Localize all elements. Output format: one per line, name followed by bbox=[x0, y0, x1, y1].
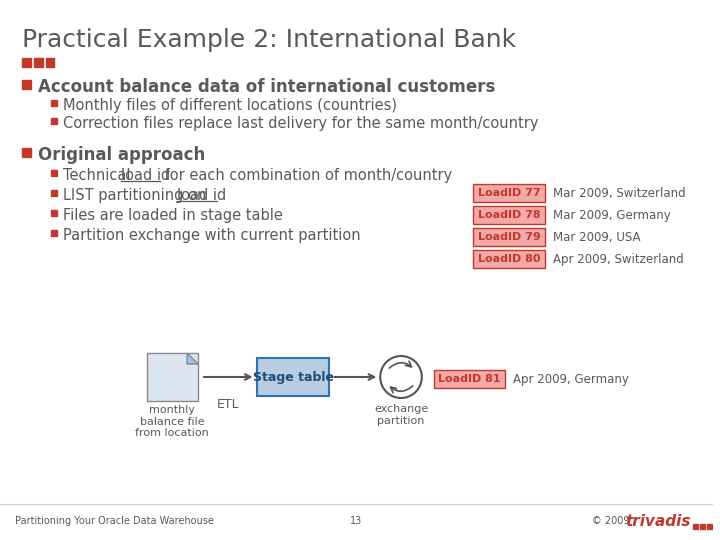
Text: © 2009: © 2009 bbox=[592, 516, 629, 526]
Bar bbox=[52, 190, 58, 196]
Text: Account balance data of international customers: Account balance data of international cu… bbox=[37, 78, 495, 96]
Bar bbox=[52, 100, 58, 106]
FancyBboxPatch shape bbox=[473, 206, 544, 224]
Text: Technical: Technical bbox=[63, 168, 135, 183]
FancyBboxPatch shape bbox=[433, 370, 505, 388]
Text: LIST partitioning on: LIST partitioning on bbox=[63, 188, 211, 203]
Text: LoadID 81: LoadID 81 bbox=[438, 374, 500, 384]
Text: for each combination of month/country: for each combination of month/country bbox=[161, 168, 453, 183]
Bar bbox=[34, 58, 42, 67]
Bar bbox=[693, 524, 698, 529]
Text: Correction files replace last delivery for the same month/country: Correction files replace last delivery f… bbox=[63, 116, 539, 131]
Bar bbox=[52, 170, 58, 176]
Bar bbox=[22, 80, 31, 89]
Text: load id: load id bbox=[121, 168, 170, 183]
Text: Practical Example 2: International Bank: Practical Example 2: International Bank bbox=[22, 28, 516, 52]
Text: Mar 2009, Germany: Mar 2009, Germany bbox=[552, 208, 670, 221]
Bar bbox=[147, 353, 198, 401]
Text: Partition exchange with current partition: Partition exchange with current partitio… bbox=[63, 228, 361, 243]
Bar bbox=[707, 524, 712, 529]
Text: Original approach: Original approach bbox=[37, 146, 205, 164]
Bar bbox=[258, 358, 329, 396]
Bar bbox=[22, 148, 31, 157]
Text: LoadID 78: LoadID 78 bbox=[477, 210, 540, 220]
FancyBboxPatch shape bbox=[473, 184, 544, 202]
Text: LoadID 80: LoadID 80 bbox=[477, 254, 540, 264]
Text: 13: 13 bbox=[351, 516, 363, 526]
Bar bbox=[22, 58, 31, 67]
FancyBboxPatch shape bbox=[473, 250, 544, 268]
Text: Apr 2009, Switzerland: Apr 2009, Switzerland bbox=[552, 253, 683, 266]
FancyBboxPatch shape bbox=[473, 228, 544, 246]
Bar bbox=[52, 230, 58, 236]
Polygon shape bbox=[187, 353, 198, 364]
Text: Files are loaded in stage table: Files are loaded in stage table bbox=[63, 208, 283, 223]
Text: Partitioning Your Oracle Data Warehouse: Partitioning Your Oracle Data Warehouse bbox=[15, 516, 214, 526]
Bar bbox=[700, 524, 705, 529]
Text: Mar 2009, USA: Mar 2009, USA bbox=[552, 231, 640, 244]
Bar bbox=[52, 210, 58, 216]
Text: ETL: ETL bbox=[217, 398, 239, 411]
Text: trivadis: trivadis bbox=[626, 514, 691, 529]
Text: monthly
balance file
from location: monthly balance file from location bbox=[135, 405, 210, 438]
Text: Mar 2009, Switzerland: Mar 2009, Switzerland bbox=[552, 186, 685, 199]
Bar bbox=[45, 58, 55, 67]
Text: Stage table: Stage table bbox=[253, 370, 333, 383]
Text: Monthly files of different locations (countries): Monthly files of different locations (co… bbox=[63, 98, 397, 113]
Text: LoadID 77: LoadID 77 bbox=[477, 188, 540, 198]
Text: Apr 2009, Germany: Apr 2009, Germany bbox=[513, 373, 629, 386]
Text: load id: load id bbox=[177, 188, 227, 203]
Bar bbox=[52, 118, 58, 124]
Text: LoadID 79: LoadID 79 bbox=[477, 232, 540, 242]
Text: exchange
partition: exchange partition bbox=[374, 404, 428, 426]
